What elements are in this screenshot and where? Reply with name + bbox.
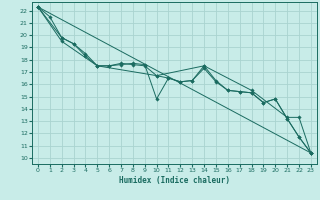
X-axis label: Humidex (Indice chaleur): Humidex (Indice chaleur) [119, 176, 230, 185]
